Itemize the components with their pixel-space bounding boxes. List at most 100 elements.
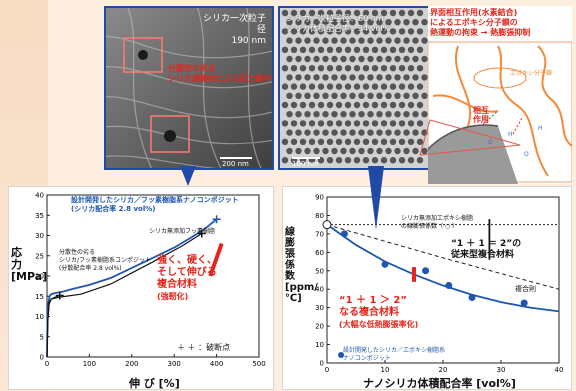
tem-particle xyxy=(353,65,361,72)
cte-y-tick-label: 10 xyxy=(315,341,324,349)
ss-x-tick-label: 300 xyxy=(168,360,181,368)
tem-particle xyxy=(322,129,329,136)
tem-particle xyxy=(281,120,289,127)
tem-particle xyxy=(380,9,388,17)
cte-resin-label: シリカ無添加エポキシ樹脂 の線膨張係数（ ○ ） xyxy=(401,215,473,231)
tem-particle xyxy=(376,92,383,100)
tem-particle xyxy=(286,129,293,136)
tem-particle xyxy=(362,138,370,145)
tem-particle xyxy=(313,37,320,44)
cte-y-tick-label: 20 xyxy=(315,323,324,331)
tem-particle xyxy=(394,129,401,136)
tem-particle xyxy=(286,74,293,81)
tem-particle xyxy=(421,129,428,136)
ss-x-tick-label: 500 xyxy=(252,360,265,368)
tem-particle xyxy=(349,19,356,26)
ss-y-tick-label: 5 xyxy=(40,333,44,341)
tem-particle xyxy=(326,46,334,53)
tem-particle xyxy=(331,74,338,81)
tem-particle xyxy=(335,83,343,90)
cte-novel-3: (大幅な低熱膨張率化) xyxy=(339,320,419,329)
tem-particle xyxy=(295,129,302,136)
cte-data-point xyxy=(422,267,430,275)
tem-particle xyxy=(344,28,352,35)
tem-particle xyxy=(380,83,388,90)
tem-image-nanocomposite: シリカ一次粒子径：60 nm シリカ体積配合率：34 vol% 100 nm xyxy=(278,6,430,170)
tem-particle xyxy=(403,111,410,118)
cte-mixture-label: 複合則 xyxy=(515,285,536,293)
tem-image-texture xyxy=(280,8,428,168)
cte-legend-marker xyxy=(338,352,344,358)
tem-particle xyxy=(380,65,388,72)
ss-strong-3: 複合材料 xyxy=(157,279,197,290)
tem-particle xyxy=(281,83,289,90)
tem-particle xyxy=(335,46,343,53)
tem-particle xyxy=(353,83,361,90)
tem-particle xyxy=(421,147,428,155)
cte-legend-1: 設計開発したシリカ／エポキシ樹脂系 xyxy=(343,347,446,354)
tem-particle xyxy=(331,147,338,155)
ss-poor-2: シリカ/フッ素樹脂系コンポジット xyxy=(59,257,152,264)
tem-particle xyxy=(290,83,298,90)
tem-particle xyxy=(335,9,343,17)
ss-strong-label: 強く、硬く、 そして伸びる 複合材料 (強靭化) xyxy=(157,255,217,303)
tem-particle xyxy=(344,9,352,17)
tem-caption-2: シリカ体積配合率：34 vol% xyxy=(286,24,391,33)
tem-particle xyxy=(362,83,370,90)
tem-particle xyxy=(389,83,397,90)
tem-particle xyxy=(281,65,289,72)
tem-particle xyxy=(317,9,325,17)
cte-y-tick-label: 50 xyxy=(315,267,324,275)
tem-particle xyxy=(394,147,401,155)
sem-left-caption-1: シリカ一次粒子径 xyxy=(202,14,266,35)
cte-y-tick-label: 60 xyxy=(315,249,324,257)
tem-particle xyxy=(403,147,410,155)
tem-particle xyxy=(380,101,388,109)
tem-particle xyxy=(299,101,307,109)
tem-particle xyxy=(308,83,316,90)
tem-particle xyxy=(317,138,325,145)
stress-strain-chart: 0 5 10 15 20 25 30 35 40 0 100 200 300 400 500 応 力 [MP… xyxy=(8,186,274,390)
tem-caption-1: シリカ一次粒子径：60 nm xyxy=(286,14,384,23)
tem-particle xyxy=(340,111,347,118)
tem-particle xyxy=(322,19,329,26)
tem-particle xyxy=(344,65,352,72)
tem-particle xyxy=(286,147,293,155)
tem-particle xyxy=(335,157,343,164)
mechanism-chain-label: エポキシ分子鎖 xyxy=(510,70,553,77)
svg-text:O: O xyxy=(524,151,529,158)
tem-particle xyxy=(371,138,379,145)
ss-y-tick-label: 20 xyxy=(35,273,44,281)
sem-left-red-note-2: シリカ凝集体による応力集中 xyxy=(168,74,272,83)
tem-particle xyxy=(299,9,307,17)
cte-resin-point xyxy=(322,220,332,230)
ss-x-tick-label: 200 xyxy=(125,360,138,368)
cte-x-tick-label: 10 xyxy=(381,366,390,374)
tem-particle xyxy=(412,74,419,81)
tem-particle xyxy=(412,92,419,100)
tem-particle xyxy=(308,138,316,145)
tem-particle xyxy=(326,83,334,90)
tem-particle xyxy=(308,46,316,53)
tem-particle xyxy=(371,65,379,72)
cte-plot: 0 10 20 30 40 50 60 70 80 90 0 10 20 30 40 xyxy=(315,194,563,375)
ss-break-legend: ＋ ＋ ：破断点 xyxy=(177,343,231,352)
tem-particle xyxy=(367,19,374,26)
tem-particle xyxy=(353,138,361,145)
tem-particle xyxy=(367,92,374,100)
tem-particle xyxy=(281,138,289,145)
tem-particle xyxy=(358,92,365,100)
cte-novel-1: “1 ＋ 1 ＞ 2” xyxy=(339,295,407,306)
tem-particle xyxy=(403,55,410,63)
ss-series-line-2 xyxy=(46,294,60,358)
tem-particle xyxy=(407,101,415,109)
tem-particle xyxy=(290,65,298,72)
tem-particle xyxy=(299,83,307,90)
svg-text:O: O xyxy=(488,139,493,146)
tem-particle xyxy=(371,120,379,127)
tem-particle xyxy=(412,129,419,136)
cte-conv-2: 従来型複合材料 xyxy=(451,250,515,260)
tem-particle xyxy=(362,157,370,164)
tem-particle xyxy=(367,74,374,81)
tem-particle xyxy=(376,74,383,81)
